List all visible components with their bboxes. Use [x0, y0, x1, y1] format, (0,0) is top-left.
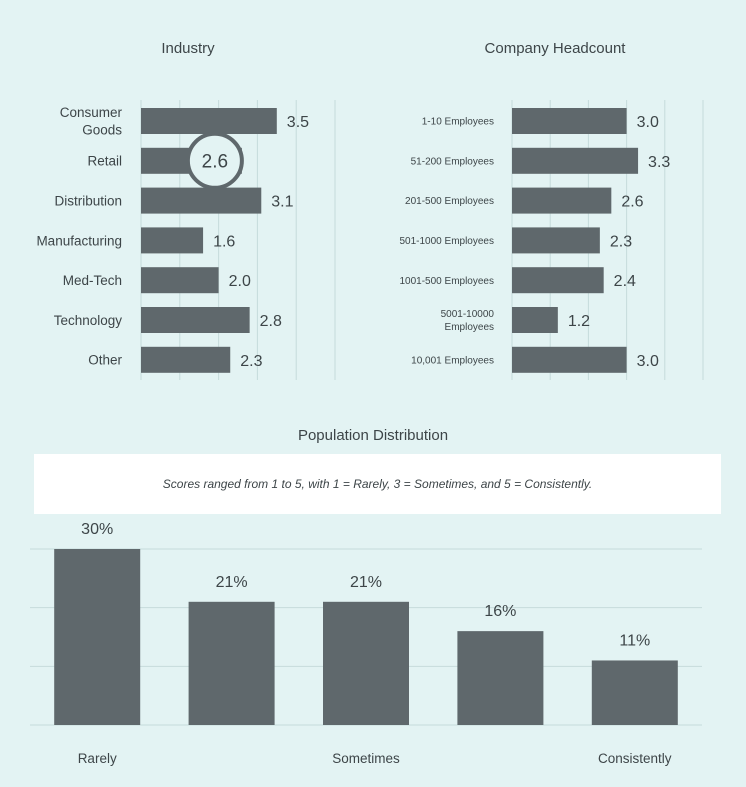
- industry-chart-title: Industry: [161, 40, 215, 57]
- headcount-bar: [512, 108, 627, 134]
- industry-category-label: Consumer Goods: [60, 105, 123, 138]
- industry-value-label: 1.6: [213, 233, 235, 250]
- industry-value-label: 2.6: [202, 151, 228, 172]
- population-value-label: 30%: [81, 521, 113, 538]
- headcount-category-label: 201-500 Employees: [405, 196, 494, 207]
- population-value-label: 21%: [216, 574, 248, 591]
- population-value-label: 11%: [619, 632, 650, 649]
- score-note-text: Scores ranged from 1 to 5, with 1 = Rare…: [162, 477, 593, 491]
- headcount-value-label: 3.0: [637, 114, 659, 131]
- population-bar: [323, 601, 409, 725]
- industry-bar: [141, 187, 262, 214]
- headcount-category-label: 10,001 Employees: [411, 355, 494, 366]
- headcount-value-label: 2.4: [614, 273, 636, 290]
- population-value-label: 21%: [350, 574, 382, 591]
- population-tick-label: Sometimes: [332, 751, 400, 766]
- headcount-value-label: 1.2: [568, 313, 590, 330]
- population-tick-label: Consistently: [598, 751, 672, 766]
- industry-category-label: Other: [88, 353, 122, 368]
- headcount-category-label: 5001-10000 Employees: [441, 309, 495, 333]
- headcount-bar: [512, 227, 600, 254]
- headcount-category-label: 1-10 Employees: [422, 117, 494, 128]
- industry-bar: [141, 227, 204, 254]
- headcount-category-label: 1001-500 Employees: [399, 276, 494, 287]
- headcount-value-label: 2.3: [610, 233, 632, 250]
- headcount-bar: [512, 307, 558, 333]
- industry-category-label: Distribution: [54, 193, 122, 208]
- population-chart-title: Population Distribution: [297, 427, 449, 444]
- population-bar: [188, 601, 275, 725]
- headcount-bar: [512, 147, 639, 174]
- headcount-chart: 1-10 Employees 3.0 51-200 Employees 3.3 201-…: [399, 100, 704, 380]
- headcount-bar: [512, 346, 627, 373]
- score-note-box: Scores ranged from 1 to 5, with 1 = Rare…: [34, 454, 721, 514]
- industry-bar: [141, 346, 231, 373]
- population-value-label: 16%: [484, 603, 516, 620]
- population-bar: [457, 631, 544, 725]
- industry-category-label: Med-Tech: [63, 273, 122, 288]
- industry-category-label: Retail: [87, 154, 122, 169]
- industry-bar: [141, 108, 277, 134]
- industry-category-label: Technology: [54, 313, 123, 328]
- headcount-bar: [512, 187, 612, 214]
- headcount-value-label: 2.6: [621, 194, 643, 211]
- headcount-value-label: 3.0: [637, 353, 659, 370]
- industry-value-label: 2.8: [260, 313, 282, 330]
- headcount-bar: [512, 267, 604, 294]
- headcount-category-label: 51-200 Employees: [411, 156, 494, 167]
- headcount-chart-title: Company Headcount: [484, 40, 626, 57]
- industry-bar: [141, 307, 250, 333]
- industry-value-label: 2.0: [229, 273, 251, 290]
- headcount-value-label: 3.3: [648, 154, 670, 171]
- industry-value-label: 3.5: [287, 114, 309, 131]
- headcount-category-label: 501-1000 Employees: [399, 236, 494, 247]
- industry-bar: [141, 267, 219, 294]
- industry-category-label: Manufacturing: [36, 233, 122, 248]
- industry-value-label: 3.1: [271, 194, 293, 211]
- population-tick-label: Rarely: [78, 751, 117, 766]
- industry-chart: Consumer Goods 3.5 Retail 2.6 Distribution 3.1…: [36, 100, 336, 380]
- industry-value-label: 2.3: [240, 353, 262, 370]
- population-bar: [591, 660, 678, 725]
- population-bar: [54, 549, 141, 725]
